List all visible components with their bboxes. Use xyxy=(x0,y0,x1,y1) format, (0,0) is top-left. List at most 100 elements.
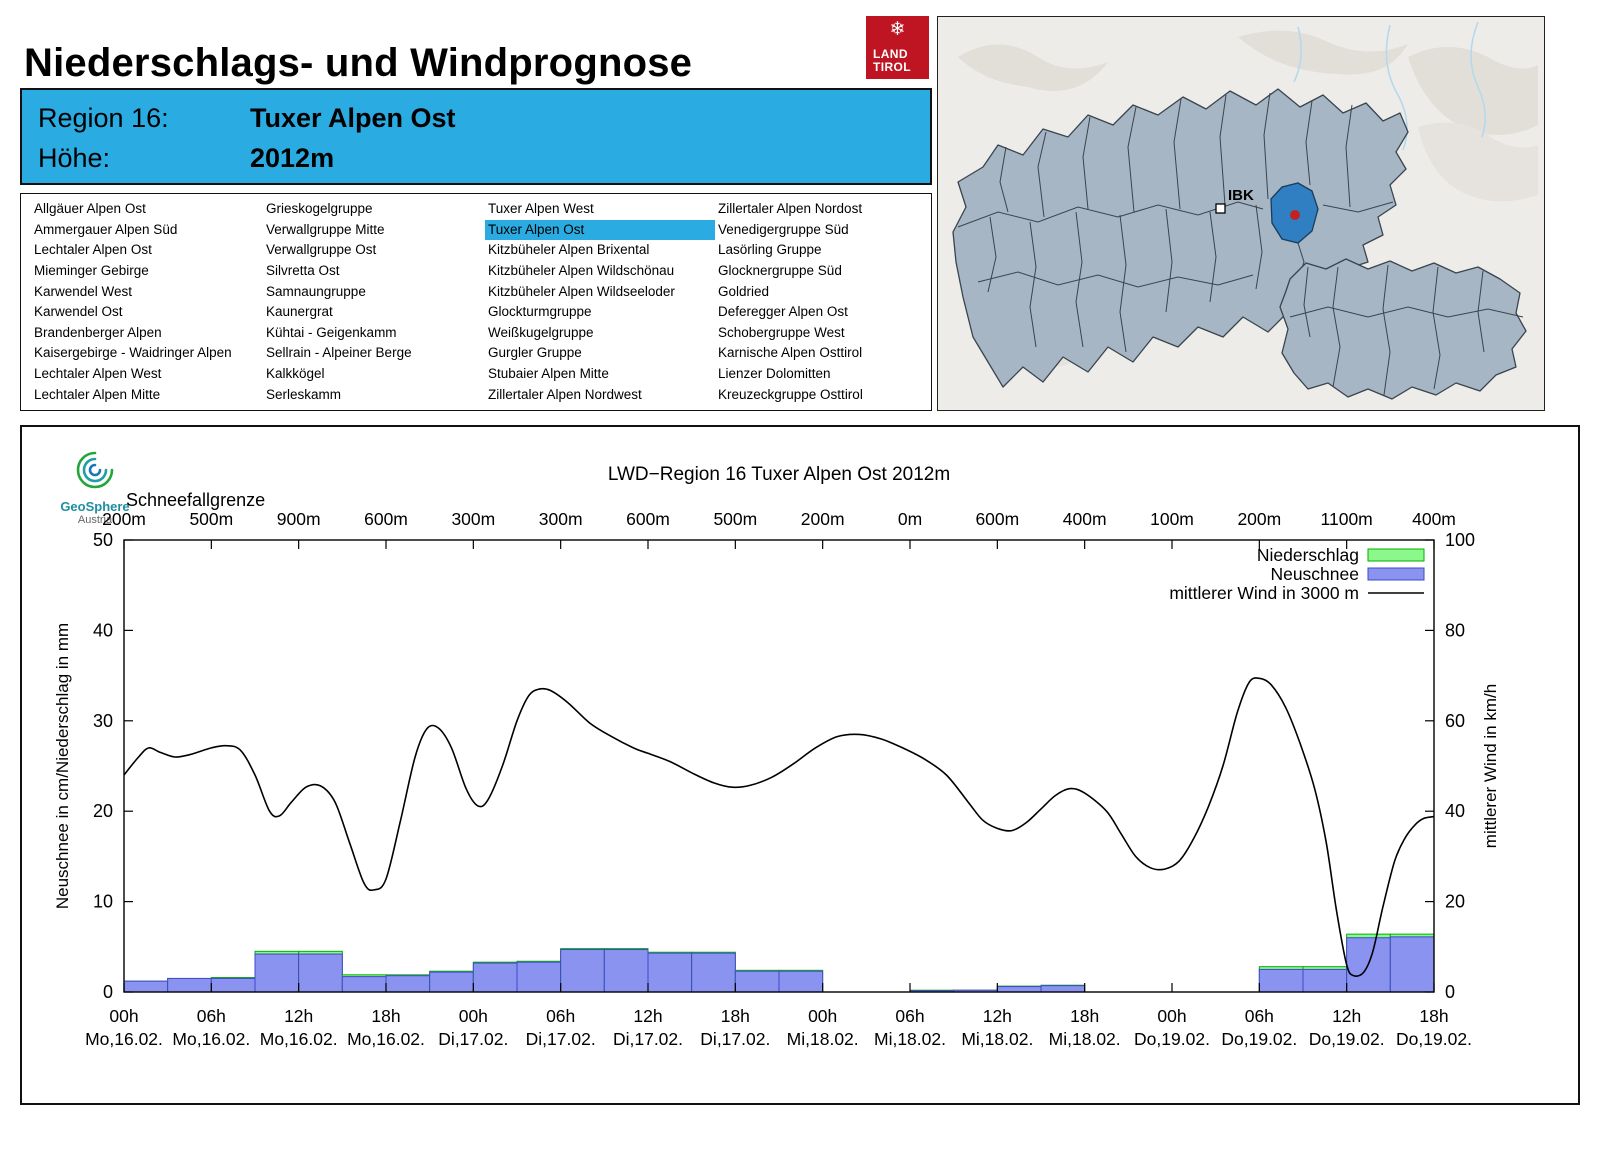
snowline-value: 100m xyxy=(1150,509,1194,529)
region-list-item[interactable]: Lechtaler Alpen West xyxy=(34,366,162,382)
region-list-item-selected[interactable]: Tuxer Alpen Ost xyxy=(485,219,715,240)
snowline-value: 500m xyxy=(189,509,233,529)
region-list-item[interactable]: Kitzbüheler Alpen Wildseeloder xyxy=(488,283,675,299)
y-left-tick: 10 xyxy=(93,892,113,912)
map-east-tirol xyxy=(1279,258,1527,400)
region-list-item[interactable]: Sellrain - Alpeiner Berge xyxy=(266,345,412,361)
x-tick-hour: 18h xyxy=(1070,1006,1099,1026)
altitude-label: Höhe: xyxy=(38,142,111,173)
x-tick-day: Mo,16.02. xyxy=(347,1029,425,1049)
region-list-item[interactable]: Kitzbüheler Alpen Brixental xyxy=(488,242,650,258)
x-tick-day: Mi,18.02. xyxy=(787,1029,859,1049)
logo-line2: TIROL xyxy=(873,60,911,74)
new-snow-bar xyxy=(560,949,605,993)
region-list-item[interactable]: Grieskogelgruppe xyxy=(266,201,373,217)
new-snow-bar xyxy=(210,977,256,993)
new-snow-bar xyxy=(516,961,562,993)
region-list-item[interactable]: Stubaier Alpen Mitte xyxy=(488,366,609,382)
region-list-item[interactable]: Lechtaler Alpen Ost xyxy=(34,242,152,258)
region-list-item[interactable]: Serleskamm xyxy=(266,386,342,402)
x-tick-hour: 18h xyxy=(371,1006,400,1026)
region-list-item[interactable]: Glockturmgruppe xyxy=(488,304,592,320)
region-list-item[interactable]: Verwallgruppe Mitte xyxy=(266,221,385,237)
altitude-value: 2012m xyxy=(250,142,335,173)
region-list-item[interactable]: Kitzbüheler Alpen Wildschönau xyxy=(488,263,675,279)
region-list-item[interactable]: Karwendel West xyxy=(34,283,133,299)
y-right-tick: 40 xyxy=(1445,801,1465,821)
x-tick-hour: 00h xyxy=(109,1006,138,1026)
region-list-item[interactable]: Schobergruppe West xyxy=(718,324,845,340)
region-value: Tuxer Alpen Ost xyxy=(250,102,456,133)
region-list-item[interactable]: Lienzer Dolomitten xyxy=(718,366,831,382)
logo-line1: LAND xyxy=(873,47,908,61)
region-list-item[interactable]: Silvretta Ost xyxy=(266,263,340,279)
region-list-item[interactable]: Venedigergruppe Süd xyxy=(718,221,849,237)
region-selector-table: Allgäuer Alpen Ost Ammergauer Alpen Süd Le… xyxy=(20,193,932,411)
region-list-column: Grieskogelgruppe Verwallgruppe Mitte Verwa… xyxy=(263,199,485,405)
region-list-item[interactable]: Goldried xyxy=(718,283,770,299)
x-tick-day: Mi,18.02. xyxy=(874,1029,946,1049)
legend-swatch xyxy=(1367,548,1425,562)
region-list-item[interactable]: Samnaungruppe xyxy=(266,283,366,299)
x-tick-hour: 06h xyxy=(895,1006,924,1026)
x-tick-day: Mi,18.02. xyxy=(1049,1029,1121,1049)
region-list-item[interactable]: Mieminger Gebirge xyxy=(34,263,149,279)
geosphere-logo: GeoSphere Austria xyxy=(50,447,140,526)
x-tick-day: Di,17.02. xyxy=(613,1029,683,1049)
new-snow-bar xyxy=(1040,985,1086,993)
new-snow-bar xyxy=(1258,968,1304,993)
region-list-item[interactable]: Gurgler Gruppe xyxy=(488,345,582,361)
legend-label: mittlerer Wind in 3000 m xyxy=(1169,583,1359,603)
new-snow-bar xyxy=(385,975,431,993)
region-list-item[interactable]: Zillertaler Alpen Nordost xyxy=(718,201,863,217)
region-list-item[interactable]: Glocknergruppe Süd xyxy=(718,263,842,279)
region-list-item[interactable]: Verwallgruppe Ost xyxy=(266,242,377,258)
region-list-item[interactable]: Kalkkögel xyxy=(266,366,325,382)
x-tick-day: Di,17.02. xyxy=(438,1029,508,1049)
x-tick-day: Di,17.02. xyxy=(700,1029,770,1049)
region-list-item[interactable]: Kühtai - Geigenkamm xyxy=(266,324,397,340)
region-list-item[interactable]: Lechtaler Alpen Mitte xyxy=(34,386,161,402)
region-marker-dot xyxy=(1290,210,1300,220)
page-title: Niederschlags- und Windprognose xyxy=(24,40,693,85)
geosphere-name: GeoSphere xyxy=(60,499,130,514)
snowline-value: 200m xyxy=(801,509,845,529)
new-snow-bar xyxy=(996,986,1042,993)
new-snow-bar xyxy=(472,962,518,993)
region-list-item[interactable]: Ammergauer Alpen Süd xyxy=(34,221,178,237)
region-list-item[interactable]: Kaisergebirge - Waidringer Alpen xyxy=(34,345,232,361)
y-right-tick: 0 xyxy=(1445,982,1455,1002)
x-tick-hour: 12h xyxy=(983,1006,1012,1026)
y-left-tick: 20 xyxy=(93,801,113,821)
x-tick-day: Do,19.02. xyxy=(1221,1029,1297,1049)
legend-label: Niederschlag xyxy=(1257,545,1359,565)
region-header: Region 16: Tuxer Alpen Ost Höhe: 2012m xyxy=(20,88,932,185)
region-list-item[interactable]: Deferegger Alpen Ost xyxy=(718,304,848,320)
new-snow-bar xyxy=(691,952,736,993)
new-snow-bar xyxy=(778,970,824,993)
snowline-value: 200m xyxy=(102,509,146,529)
snowline-value: 200m xyxy=(1237,509,1281,529)
new-snow-bar xyxy=(123,980,169,993)
region-list-item[interactable]: Karwendel Ost xyxy=(34,304,123,320)
region-list-item[interactable]: Brandenberger Alpen xyxy=(34,324,162,340)
x-tick-day: Mo,16.02. xyxy=(85,1029,163,1049)
region-list-item[interactable]: Allgäuer Alpen Ost xyxy=(34,201,146,217)
region-list-item[interactable]: Kaunergrat xyxy=(266,304,333,320)
new-snow-bar xyxy=(1302,968,1348,993)
x-tick-day: Di,17.02. xyxy=(526,1029,596,1049)
region-list-item[interactable]: Weißkugelgruppe xyxy=(488,324,594,340)
x-tick-hour: 12h xyxy=(284,1006,313,1026)
tirol-map-svg: IBK xyxy=(938,17,1544,410)
region-list-item[interactable]: Kreuzeckgruppe Osttirol xyxy=(718,386,863,402)
region-list-item[interactable]: Karnische Alpen Osttirol xyxy=(718,345,863,361)
region-list-item[interactable]: Lasörling Gruppe xyxy=(718,242,822,258)
x-tick-day: Mi,18.02. xyxy=(961,1029,1033,1049)
y-left-tick: 0 xyxy=(103,982,113,1002)
x-tick-hour: 00h xyxy=(808,1006,837,1026)
y-left-tick: 40 xyxy=(93,620,113,640)
region-list-item[interactable]: Tuxer Alpen West xyxy=(488,201,594,217)
wind-line xyxy=(123,677,1435,977)
x-tick-day: Do,19.02. xyxy=(1134,1029,1210,1049)
region-list-item[interactable]: Zillertaler Alpen Nordwest xyxy=(488,386,642,402)
